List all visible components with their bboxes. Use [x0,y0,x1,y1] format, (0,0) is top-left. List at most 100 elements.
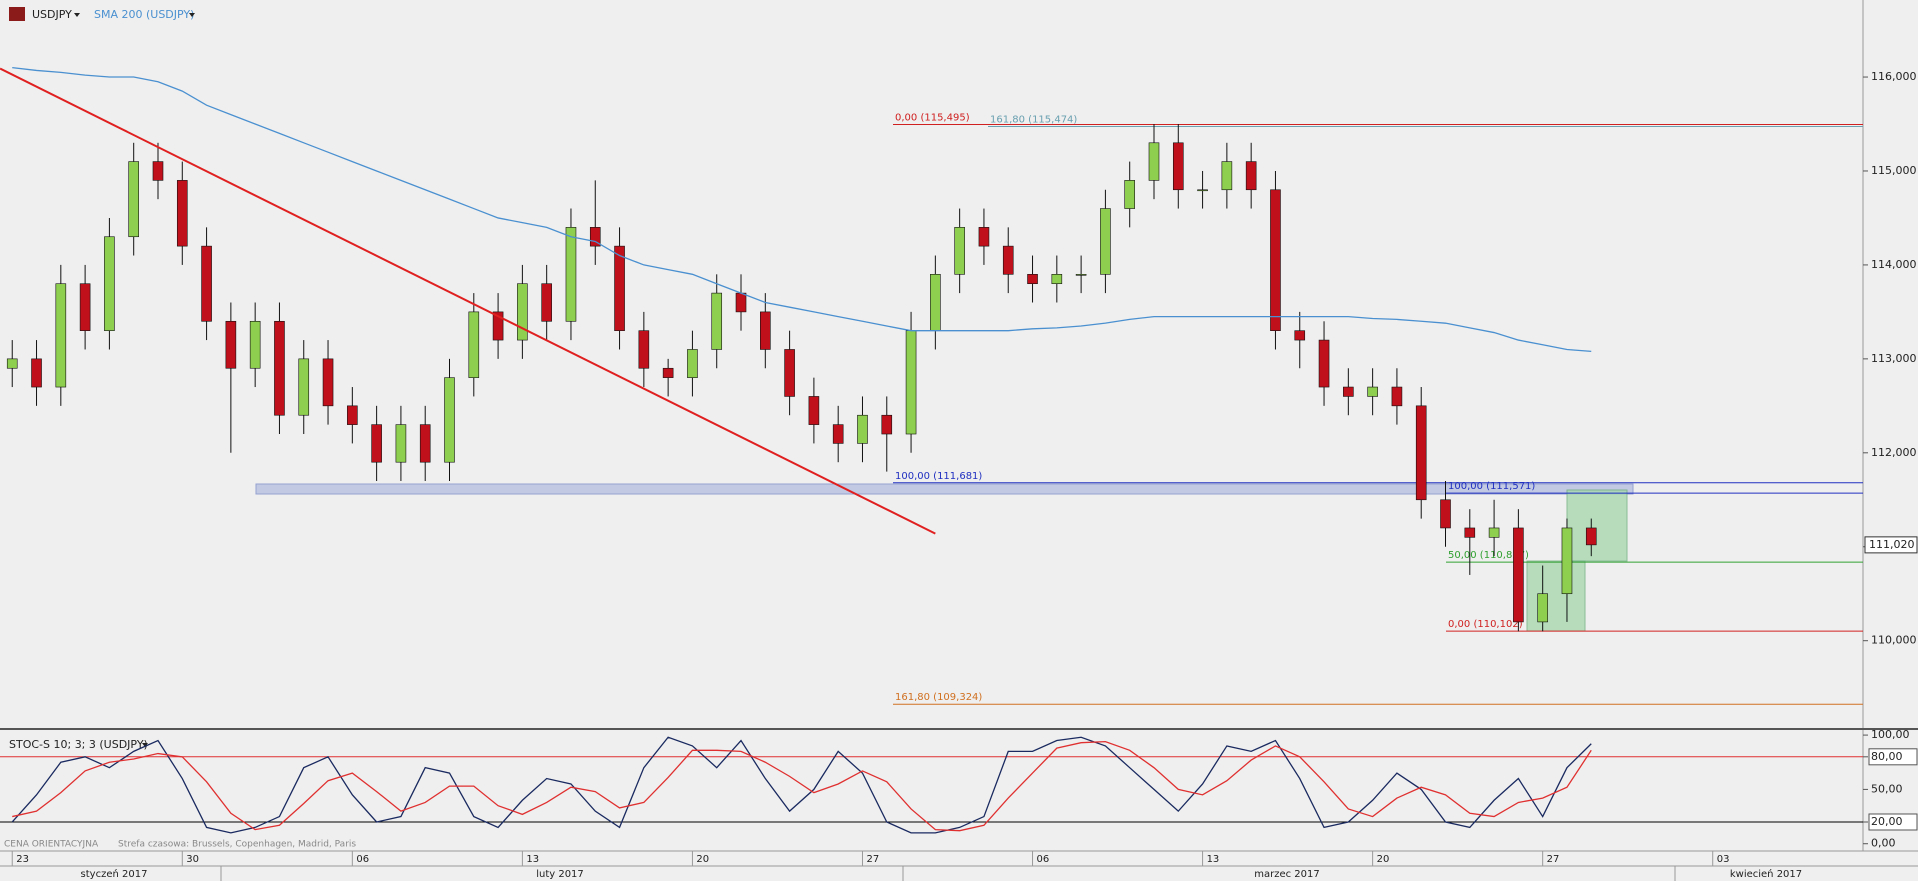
candle-body [638,330,650,369]
candle-body [322,358,334,407]
y-tick-label: 100,00 [1871,728,1910,741]
candle-body [176,180,188,247]
candle-body [565,227,577,322]
candle-body [1245,161,1257,191]
candle-body [662,367,674,378]
symbol-icon [9,7,25,21]
dropdown-arrow[interactable] [189,13,195,17]
candle-body [1002,245,1014,275]
candle-body [347,405,358,425]
candle-body [1100,208,1111,275]
y-tick-label: 114,000 [1871,258,1917,271]
candle-body [1270,189,1281,331]
fib-label: 100,00 (111,571) [1448,481,1535,492]
month-label: luty 2017 [536,869,584,880]
candle-body [541,283,552,322]
candle-body [930,274,941,331]
candle-body [249,320,261,369]
candle-body [978,227,990,247]
candle-body [1367,386,1378,397]
y-tick-label: 50,00 [1871,782,1903,795]
candle-body [1148,142,1160,181]
stoch-line [12,740,1592,832]
month-label: marzec 2017 [1254,869,1320,880]
x-tick-label: 06 [1037,854,1050,865]
y-tick-label: 20,00 [1871,815,1903,828]
month-label: kwiecień 2017 [1730,868,1802,880]
x-tick-label: 13 [526,854,539,865]
candle-body [371,424,382,463]
candle-body [1027,274,1038,285]
indicator-label[interactable]: SMA 200 (USDJPY) [94,8,194,21]
candle-body [201,245,212,322]
fib-label: 100,00 (111,681) [895,471,982,482]
dropdown-arrow[interactable] [74,13,80,17]
candle-body [395,424,407,463]
x-tick-label: 30 [186,854,199,865]
candle-body [31,358,42,388]
fib-label: 0,00 (110,102) [1448,619,1523,630]
price-note: CENA ORIENTACYJNA [4,840,99,850]
candle-body [492,311,504,341]
candle-body [128,161,139,238]
stoch-label[interactable]: STOC-S 10; 3; 3 (USDJPY) [9,738,148,751]
candle-body [1343,386,1354,397]
candle-body [152,161,164,181]
candle-body [1051,274,1063,285]
candle-body [1318,339,1330,388]
tick-box [1868,813,1918,831]
y-tick-label: 112,000 [1871,446,1917,459]
dropdown-arrow[interactable] [142,743,148,747]
month-label: styczeń 2017 [81,868,148,880]
candle-body [55,283,67,388]
candle-body [735,292,747,313]
candle-body [1124,180,1135,209]
candle-body [881,414,893,435]
candle-body [468,311,480,378]
candle-body [1464,527,1476,538]
candle-body [1585,527,1597,546]
candle-body [832,424,844,444]
last-price-label: 111,020 [1869,538,1915,551]
candle-body [298,358,310,416]
y-tick-label: 0,00 [1871,837,1896,850]
candle-body [225,320,237,369]
candle-body [1221,161,1233,191]
y-tick-label: 113,000 [1871,352,1917,365]
x-tick-label: 03 [1717,854,1730,865]
candle-body [808,396,820,425]
y-tick-label: 116,000 [1871,70,1917,83]
candle-body [784,349,795,397]
candle-body [589,227,601,247]
candle-body [444,377,455,463]
fib-label: 0,00 (115,495) [895,112,970,123]
fib-label: 161,80 (115,474) [990,114,1077,125]
fib-label: 161,80 (109,324) [895,692,982,703]
symbol[interactable]: USDJPY [32,8,72,21]
candle-body [760,311,771,350]
range-box [1566,489,1628,562]
y-tick-label: 115,000 [1871,164,1917,177]
fib-label: 50,00 (110,837) [1448,550,1529,561]
candle-body [711,292,723,350]
candle-body [104,236,115,331]
candle-body [1391,386,1403,407]
candle-body [1513,527,1524,623]
tick-box [1868,748,1918,766]
candle-body [614,245,625,331]
trendline [0,67,936,535]
sma-line [12,66,1592,352]
y-tick-label: 80,00 [1871,750,1903,763]
range-box [1526,560,1586,632]
y-tick-label: 110,000 [1871,634,1917,647]
candle-body [1440,499,1451,529]
candle-body [1415,405,1427,501]
x-tick-label: 27 [866,854,879,865]
candle-body [517,283,528,341]
candle-body [274,320,285,416]
x-tick-label: 20 [1377,854,1390,865]
timezone-note: Strefa czasowa: Brussels, Copenhagen, Ma… [118,840,356,850]
candle-body [419,424,431,463]
